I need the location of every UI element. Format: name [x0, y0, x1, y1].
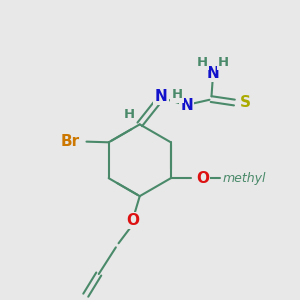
Text: N: N — [206, 66, 219, 81]
Text: Br: Br — [61, 134, 80, 149]
Text: methyl: methyl — [223, 172, 266, 185]
Text: H: H — [197, 56, 208, 69]
Text: H: H — [123, 108, 134, 121]
Text: O: O — [196, 171, 209, 186]
Text: N: N — [180, 98, 193, 113]
Text: H: H — [171, 88, 183, 101]
Text: S: S — [240, 95, 251, 110]
Text: O: O — [126, 213, 140, 228]
Text: N: N — [154, 88, 167, 104]
Text: H: H — [218, 56, 230, 69]
